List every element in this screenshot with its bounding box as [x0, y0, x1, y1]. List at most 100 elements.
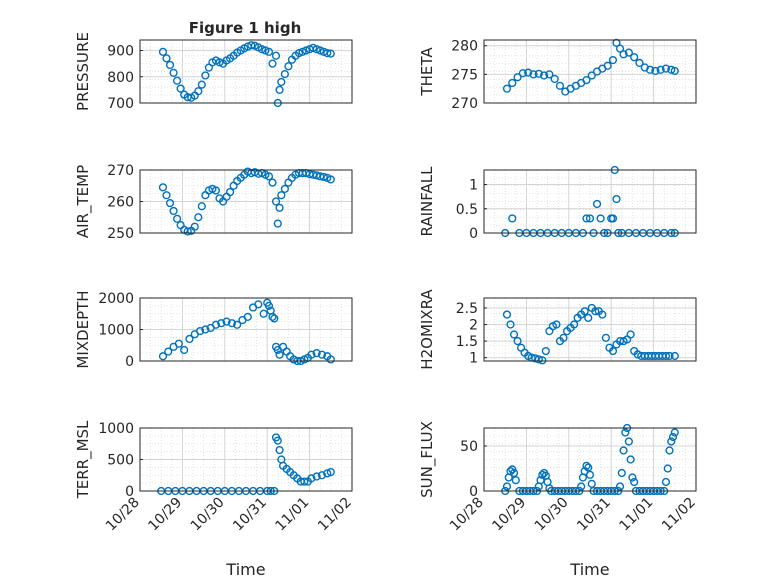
data-point	[173, 214, 182, 223]
data-point	[326, 355, 335, 364]
data-point	[211, 320, 221, 329]
data-point	[541, 346, 550, 356]
data-point	[298, 47, 307, 56]
panel-theta: 270 275 280 THETA	[418, 39, 697, 112]
data-point	[280, 70, 289, 79]
data-point	[211, 186, 221, 195]
data-point	[617, 468, 626, 478]
y-tick-label: 0	[125, 354, 134, 370]
x-tick-label: 10/29	[489, 495, 529, 535]
data-point	[513, 337, 522, 346]
data-point	[508, 214, 517, 223]
data-point	[529, 70, 538, 79]
data-point	[545, 70, 554, 79]
data-point	[326, 468, 335, 477]
data-point	[656, 65, 665, 74]
y-tick-label: 250	[107, 226, 134, 242]
axes-frame	[483, 39, 697, 104]
y-axis-label: MIXDEPTH	[74, 290, 92, 368]
data-point	[577, 482, 586, 491]
y-tick-label: 270	[451, 96, 478, 112]
data-point	[227, 319, 236, 328]
data-point	[273, 436, 282, 445]
data-point	[508, 78, 517, 88]
data-point	[180, 345, 189, 355]
data-point	[626, 330, 635, 339]
y-tick-label: 700	[107, 96, 134, 112]
data-point	[201, 71, 210, 80]
data-point	[280, 184, 289, 194]
data-point	[665, 351, 674, 361]
data-point	[628, 473, 637, 482]
data-point	[312, 45, 321, 54]
data-point	[601, 333, 611, 342]
figure-title: Figure 1 high	[189, 19, 302, 37]
data-point	[158, 183, 168, 192]
y-tick-label: 500	[107, 453, 134, 469]
y-tick-label: 1.5	[456, 334, 478, 350]
data-point	[195, 326, 205, 336]
data-point	[194, 87, 203, 96]
x-axis-label: Time	[569, 560, 609, 579]
y-tick-label: 275	[451, 67, 478, 83]
data-point	[663, 464, 672, 473]
y-tick-label: 270	[107, 163, 134, 179]
x-tick-label: 10/30	[188, 495, 228, 535]
axes-frame	[483, 169, 697, 234]
data-point	[271, 51, 281, 60]
data-point	[670, 428, 679, 437]
data-point	[665, 446, 674, 455]
x-tick-label: 10/30	[532, 495, 572, 535]
data-point	[534, 69, 543, 78]
y-tick-label: 50	[460, 439, 478, 455]
data-point	[651, 66, 660, 76]
data-point	[277, 77, 286, 87]
data-point	[183, 227, 192, 236]
data-point	[158, 352, 168, 361]
data-point	[608, 214, 618, 223]
data-point	[194, 213, 203, 222]
data-point	[174, 339, 183, 348]
data-point	[670, 66, 679, 76]
data-point	[259, 309, 268, 318]
y-axis-label: TERR_MSL	[74, 420, 93, 499]
x-tick-label: 10/28	[103, 495, 143, 535]
data-point	[215, 58, 224, 67]
data-point	[539, 71, 549, 80]
data-point	[275, 203, 284, 212]
data-point	[226, 187, 235, 197]
data-point	[596, 214, 605, 223]
data-point	[511, 476, 520, 485]
x-axis-label: Time	[225, 560, 265, 579]
y-tick-label: 0.5	[456, 202, 478, 218]
x-tick-label: 10/28	[447, 495, 487, 535]
data-point	[275, 85, 284, 94]
data-point	[585, 214, 595, 223]
data-point	[624, 48, 633, 57]
data-point	[309, 43, 318, 52]
x-tick-label: 10/31	[230, 495, 270, 535]
data-point	[268, 178, 277, 187]
y-tick-label: 1000	[98, 421, 134, 437]
panel-air-temp: 250 260 270 AIR_TEMP	[74, 163, 353, 242]
data-point	[316, 46, 325, 55]
data-point	[197, 80, 206, 89]
data-point	[555, 81, 565, 90]
data-point	[667, 437, 676, 446]
data-point	[264, 301, 274, 310]
data-point	[661, 64, 671, 73]
data-point	[319, 47, 328, 56]
data-point	[603, 61, 612, 70]
data-point	[513, 73, 522, 82]
y-axis-label: RAINFALL	[418, 166, 436, 237]
data-point	[509, 330, 519, 339]
data-point	[524, 68, 533, 77]
x-tick-label: 10/29	[145, 495, 185, 535]
data-point	[301, 46, 311, 55]
data-point	[668, 432, 678, 442]
y-tick-label: 260	[107, 195, 134, 211]
y-tick-label: 900	[107, 44, 134, 60]
data-point	[582, 461, 591, 470]
data-point	[164, 347, 173, 356]
